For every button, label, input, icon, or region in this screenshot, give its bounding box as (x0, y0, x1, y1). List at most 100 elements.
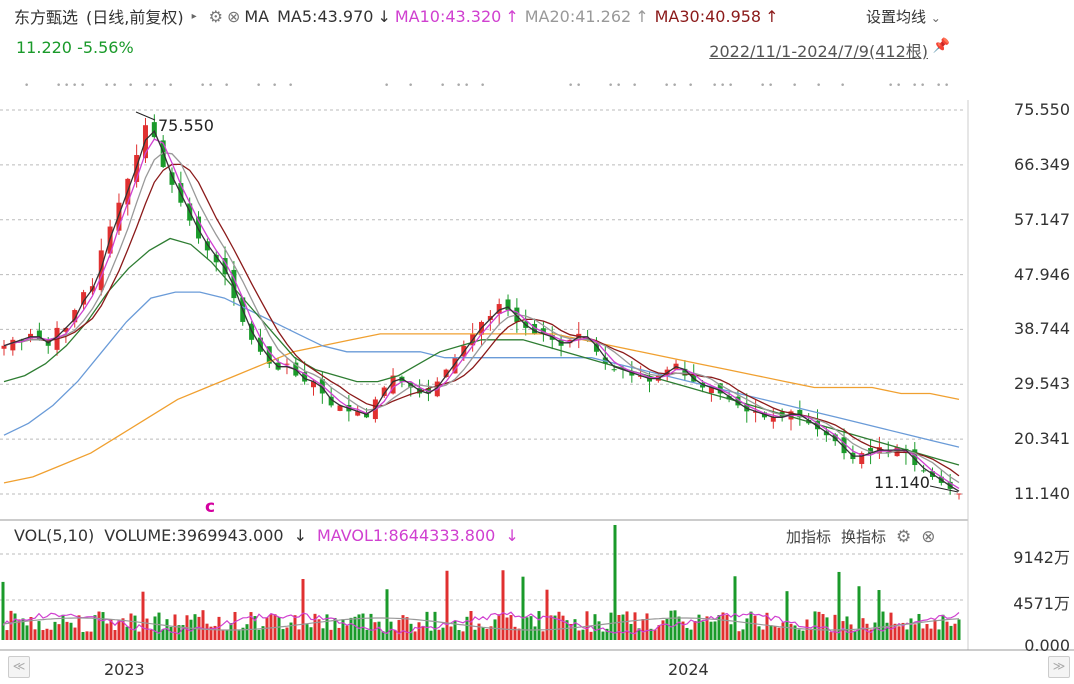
scroll-right-button[interactable]: ≫ (1048, 656, 1070, 678)
volume-bar (354, 617, 357, 640)
ma5-line (4, 131, 959, 491)
gear-icon[interactable]: ⚙ (896, 527, 911, 547)
event-marker: • (224, 81, 229, 91)
volume-bar (334, 618, 337, 640)
price-tick-label: 75.550 (1014, 100, 1070, 119)
settings-ma-button[interactable]: 设置均线 ⌄ (866, 6, 941, 27)
volume-bar (230, 623, 233, 640)
volume-bar (446, 571, 449, 640)
volume-bar (138, 632, 141, 640)
event-marker: • (80, 81, 85, 91)
volume-bar (922, 628, 925, 640)
volume-bar (702, 621, 705, 640)
volume-bar (514, 627, 517, 640)
event-marker: • (104, 81, 109, 91)
volume-value: VOLUME:3969943.000 (104, 526, 283, 545)
low-arrow (930, 486, 958, 492)
volume-bar (542, 631, 545, 640)
volume-bar (690, 630, 693, 640)
event-marker: • (128, 81, 133, 91)
volume-bar (234, 612, 237, 640)
volume-bar (102, 612, 105, 640)
chevron-down-icon: ⌄ (931, 11, 941, 25)
volume-bar (510, 615, 513, 640)
volume-bar (898, 626, 901, 640)
ma250-line (4, 334, 959, 483)
event-marker: • (480, 81, 485, 91)
ma20-value: MA20:41.262 (525, 7, 631, 26)
mavol1-value: MAVOL1:8644333.800 (317, 526, 495, 545)
volume-bar (906, 629, 909, 640)
volume-bar (366, 630, 369, 640)
volume-bar (818, 612, 821, 640)
gear-icon[interactable]: ⚙ (209, 7, 223, 26)
volume-bar (170, 627, 173, 640)
stock-name[interactable]: 东方甄选 (14, 4, 78, 28)
volume-bar (378, 622, 381, 640)
event-marker: • (728, 81, 733, 91)
volume-bar (810, 629, 813, 640)
volume-bar (598, 621, 601, 640)
volume-bar (714, 621, 717, 640)
volume-bar (686, 628, 689, 640)
volume-bar (374, 622, 377, 640)
ma-label: MA (244, 7, 269, 26)
volume-bar (202, 610, 205, 640)
volume-bar (118, 621, 121, 640)
volume-bar (582, 630, 585, 640)
volume-bar (426, 612, 429, 640)
date-range-label[interactable]: 2022/11/1-2024/7/9(412根) (709, 38, 928, 62)
volume-bar (842, 621, 845, 640)
volume-bar (954, 624, 957, 640)
c-marker[interactable]: c (205, 497, 215, 517)
event-marker: • (632, 81, 637, 91)
volume-bar (486, 629, 489, 640)
vol-label[interactable]: VOL(5,10) (14, 526, 94, 545)
volume-bar (302, 579, 305, 640)
volume-bar (258, 630, 261, 640)
volume-bar (458, 630, 461, 640)
volume-bar (770, 625, 773, 640)
low-annotation: 11.140 (874, 473, 930, 492)
period-label[interactable]: (日线,前复权) (86, 4, 184, 28)
add-indicator-button[interactable]: 加指标 (786, 526, 831, 547)
volume-bar (294, 615, 297, 640)
event-marker: • (24, 81, 29, 91)
volume-bar (218, 617, 221, 640)
volume-bar (462, 631, 465, 640)
volume-bar (246, 624, 249, 640)
event-marker: • (152, 81, 157, 91)
event-marker: • (888, 81, 893, 91)
volume-bar (286, 628, 289, 640)
price-tick-label: 29.543 (1014, 374, 1070, 393)
volume-bar (790, 624, 793, 640)
volume-bar (846, 616, 849, 640)
event-marker: • (896, 81, 901, 91)
scroll-left-button[interactable]: ≪ (8, 656, 30, 678)
volume-bar (398, 620, 401, 640)
switch-indicator-button[interactable]: 换指标 (841, 526, 886, 547)
event-marker: • (840, 81, 845, 91)
ma10-line (4, 139, 959, 488)
price-tick-label: 38.744 (1014, 319, 1070, 338)
volume-bar (310, 627, 313, 640)
volume-bar (910, 618, 913, 640)
volume-bar (314, 614, 317, 640)
event-marker: • (72, 81, 77, 91)
volume-bar (106, 624, 109, 640)
volume-bar (346, 626, 349, 640)
close-icon[interactable]: ⊗ (227, 7, 240, 26)
volume-bar (478, 624, 481, 640)
volume-bar (774, 626, 777, 640)
close-icon[interactable]: ⊗ (921, 527, 935, 547)
volume-bar (142, 592, 145, 640)
volume-bar (430, 631, 433, 640)
pin-icon[interactable]: 📌 (933, 38, 950, 54)
event-marker: • (576, 81, 581, 91)
ma20-arrow: ↑ (635, 7, 648, 26)
event-marker: • (792, 81, 797, 91)
expand-triangle-icon[interactable]: ▸ (192, 11, 197, 22)
event-marker: • (664, 81, 669, 91)
event-marker: • (720, 81, 725, 91)
